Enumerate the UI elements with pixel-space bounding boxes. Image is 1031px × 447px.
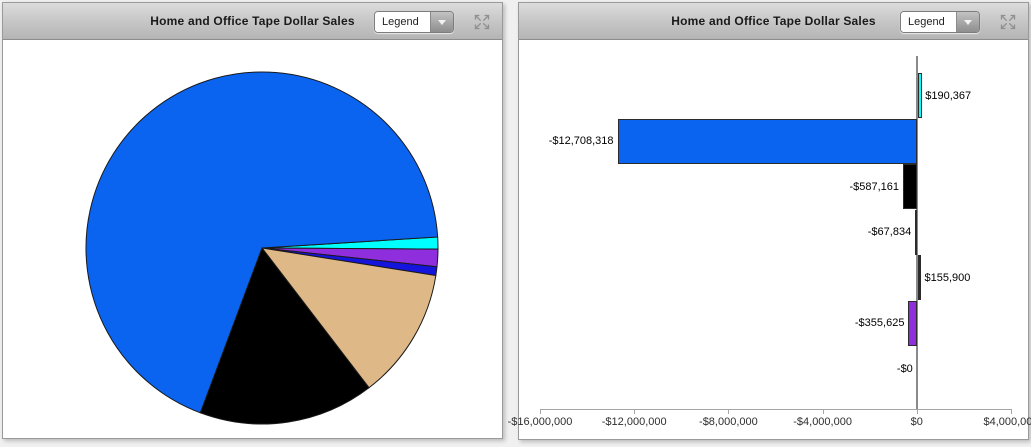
- bar-segment-4[interactable]: [917, 255, 922, 300]
- legend-dropdown-value[interactable]: Legend: [901, 12, 956, 32]
- x-axis-tick-label: -$16,000,000: [507, 416, 573, 428]
- x-axis-tick: [916, 409, 918, 414]
- x-axis-tick-label: -$8,000,000: [699, 416, 758, 428]
- legend-dropdown-button[interactable]: [956, 12, 979, 32]
- x-axis-tick-label: -$4,000,000: [793, 416, 852, 428]
- bar-panel-title: Home and Office Tape Dollar Sales: [671, 14, 876, 28]
- x-axis-tick-label: -$12,000,000: [601, 416, 667, 428]
- x-axis-line: [540, 409, 1011, 410]
- x-axis-tick: [1011, 409, 1012, 414]
- bar-value-label: -$587,161: [849, 180, 899, 193]
- chevron-down-icon: [964, 19, 972, 25]
- bar-value-label: -$355,625: [854, 317, 905, 329]
- x-axis-tick-label: $0: [910, 416, 923, 428]
- bar-segment-5[interactable]: [908, 300, 917, 346]
- pie-panel-title: Home and Office Tape Dollar Sales: [150, 14, 355, 28]
- bar-segment-2[interactable]: [902, 164, 917, 209]
- pie-slice-blue-slice[interactable]: [85, 71, 439, 414]
- pie-panel-header: Home and Office Tape Dollar Sales Legend: [3, 3, 502, 40]
- x-axis-tick: [540, 409, 541, 414]
- x-axis-tick: [728, 409, 730, 414]
- x-axis-tick: [634, 409, 636, 414]
- x-axis-tick-label: $4,000,000: [983, 416, 1031, 428]
- legend-dropdown[interactable]: Legend: [374, 11, 454, 33]
- pie-chart: [85, 71, 439, 425]
- pie-chart-panel: Home and Office Tape Dollar Sales Legend: [2, 2, 503, 439]
- x-axis-tick: [822, 409, 824, 414]
- bar-value-label: -$67,834: [867, 226, 912, 238]
- bar-value-label: $155,900: [924, 271, 971, 284]
- maximize-icon[interactable]: [1000, 14, 1016, 30]
- legend-dropdown[interactable]: Legend: [900, 11, 980, 33]
- bar-chart-area: $190,367 -$12,708,318 -$587,161 -$67,834 $15…: [508, 40, 1031, 438]
- bar-value-label: $190,367: [925, 89, 972, 102]
- maximize-icon[interactable]: [474, 14, 490, 30]
- pie-slice-tan-slice[interactable]: [260, 247, 437, 389]
- legend-dropdown-button[interactable]: [430, 12, 453, 32]
- bar-segment-0[interactable]: [917, 73, 923, 118]
- bar-value-label: -$12,708,318: [548, 135, 614, 147]
- bar-segment-1[interactable]: [617, 118, 917, 164]
- pie-slice-black-slice[interactable]: [199, 246, 370, 425]
- pie-chart-area: [3, 40, 502, 437]
- bar-value-label: -$0: [896, 362, 913, 375]
- bar-chart-panel: Home and Office Tape Dollar Sales Legend…: [508, 2, 1031, 440]
- bar-panel-header: Home and Office Tape Dollar Sales Legend: [519, 3, 1028, 40]
- legend-dropdown-value[interactable]: Legend: [375, 12, 430, 32]
- chevron-down-icon: [438, 19, 446, 25]
- bar-segment-3[interactable]: [915, 209, 918, 255]
